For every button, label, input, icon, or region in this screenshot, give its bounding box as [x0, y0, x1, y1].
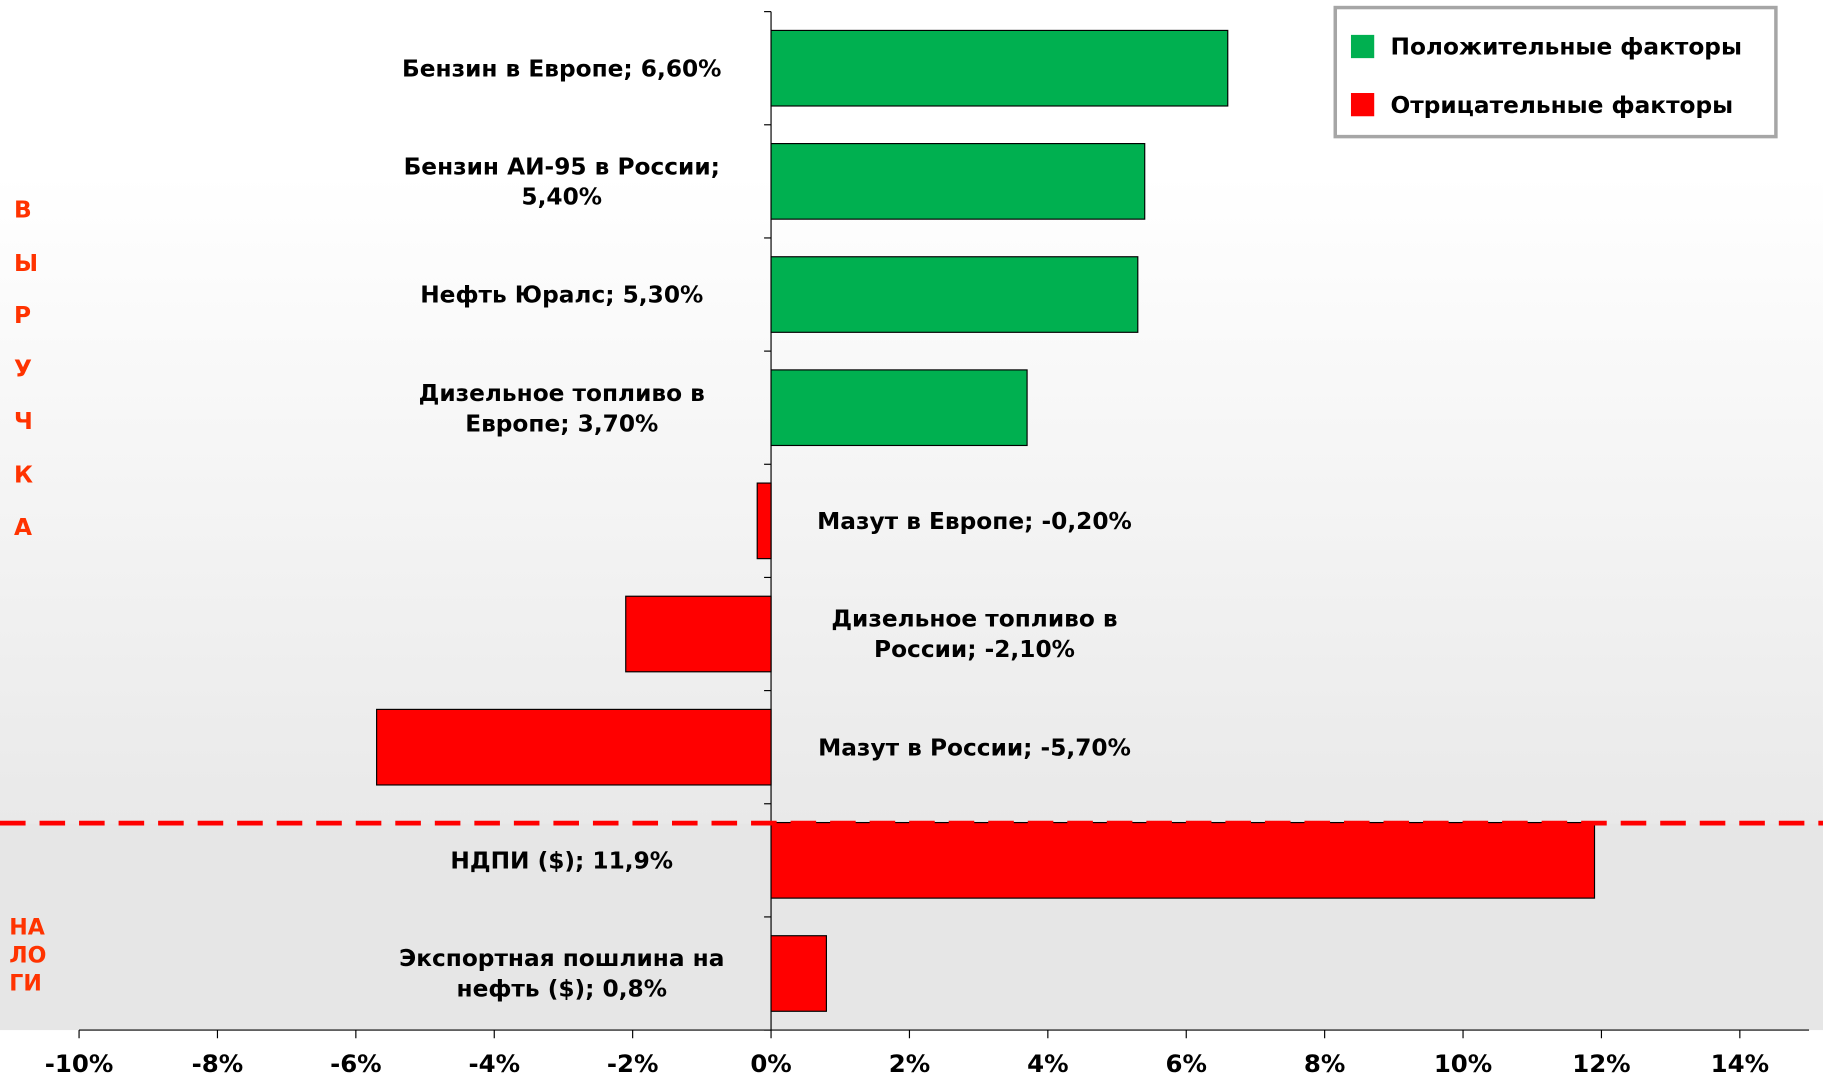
- x-tick-label: 2%: [889, 1049, 930, 1078]
- x-tick-label: -2%: [607, 1049, 659, 1078]
- category-label: Бензин в Европе; 6,60%: [402, 54, 722, 83]
- category-label: Мазут в Европе; -0,20%: [817, 506, 1132, 535]
- x-tick-label: 6%: [1166, 1049, 1207, 1078]
- x-tick-label: 14%: [1711, 1049, 1769, 1078]
- category-label: Дизельное топливо в России; -2,10%: [831, 604, 1118, 664]
- bar: [376, 708, 772, 786]
- bar: [625, 595, 772, 673]
- category-label: Экспортная пошлина на нефть ($); 0,8%: [399, 944, 725, 1003]
- category-label: Мазут в России; -5,70%: [818, 733, 1131, 762]
- x-tick-label: 10%: [1434, 1049, 1492, 1078]
- category-label: Нефть Юралс; 5,30%: [420, 280, 704, 309]
- x-tick-label: -8%: [192, 1049, 244, 1078]
- legend-swatch: [1350, 93, 1375, 117]
- x-tick-label: 12%: [1572, 1049, 1630, 1078]
- bar: [770, 256, 1139, 333]
- bar: [770, 369, 1028, 447]
- bar: [756, 482, 772, 560]
- legend-item: Отрицательные факторы: [1350, 90, 1734, 119]
- group-label: НАЛОГИ: [9, 914, 47, 997]
- legend-label: Отрицательные факторы: [1390, 90, 1734, 119]
- group-label: ВЫРУЧКА: [13, 195, 39, 541]
- x-tick-label: 8%: [1304, 1049, 1345, 1078]
- bar: [770, 143, 1146, 220]
- category-label: Дизельное топливо в Европе; 3,70%: [418, 378, 705, 437]
- bar: [770, 29, 1229, 107]
- x-tick-label: 0%: [750, 1049, 791, 1078]
- x-tick-label: 4%: [1027, 1049, 1068, 1078]
- x-tick-label: -4%: [468, 1049, 520, 1078]
- x-tick-label: -10%: [45, 1049, 114, 1078]
- category-label: Бензин АИ-95 в России; 5,40%: [403, 152, 720, 211]
- legend-item: Положительные факторы: [1350, 32, 1742, 61]
- legend-label: Положительные факторы: [1390, 32, 1742, 61]
- category-label: НДПИ ($); 11,9%: [450, 846, 674, 875]
- bar: [770, 821, 1596, 899]
- x-tick-label: -6%: [330, 1049, 382, 1078]
- legend-swatch: [1350, 34, 1375, 59]
- legend: Положительные факторы Отрицательные факто…: [1333, 5, 1778, 139]
- bar: [770, 935, 827, 1012]
